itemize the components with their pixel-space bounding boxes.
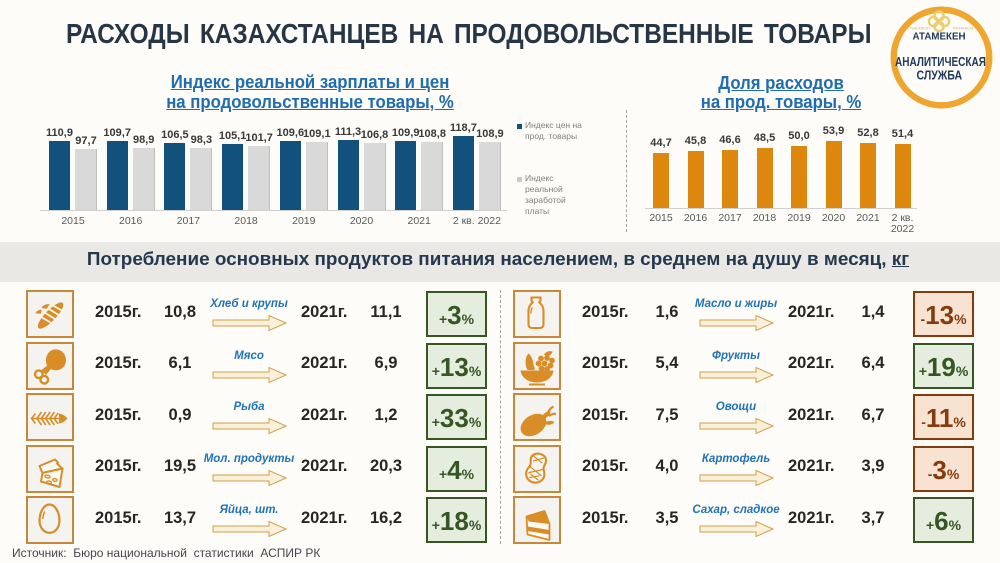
svg-text:ПАЛАТАСЫ: ПАЛАТАСЫ (953, 27, 974, 31)
svg-text:АНАЛИТИЧЕСКАЯ: АНАЛИТИЧЕСКАЯ (895, 54, 986, 69)
svg-text:АТАМЕКЕН: АТАМЕКЕН (913, 31, 966, 43)
svg-text:СЛУЖБА: СЛУЖБА (917, 68, 963, 83)
svg-text:ҰЛТТЫҚ КƏСІП: ҰЛТТЫҚ КƏСІП (902, 27, 930, 31)
